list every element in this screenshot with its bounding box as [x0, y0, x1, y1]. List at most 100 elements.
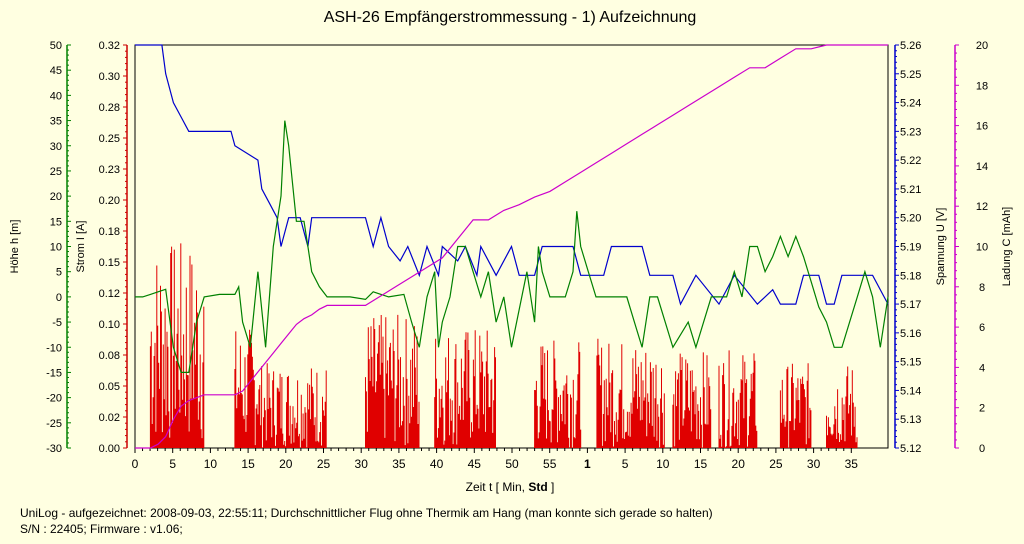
x-tick-label: 1 [584, 457, 591, 471]
spannung-tick-label: 5.21 [900, 184, 921, 196]
x-tick-label: 25 [769, 457, 783, 471]
ladung-tick-label: 0 [979, 443, 985, 455]
ladung-tick-label: 20 [976, 40, 988, 52]
spannung-tick-label: 5.14 [900, 385, 921, 397]
spannung-tick-label: 5.19 [900, 242, 921, 254]
hoehe-tick-label: 30 [50, 141, 62, 153]
hoehe-series-line [135, 120, 889, 373]
spannung-axis-label: Spannung U [V] [935, 208, 947, 286]
x-tick-label: 50 [505, 457, 519, 471]
hoehe-tick-label: -15 [46, 367, 62, 379]
strom-axis-label: Strom I [A] [75, 221, 87, 273]
strom-tick-label: 0.32 [99, 40, 120, 52]
x-tick-label: 5 [169, 457, 176, 471]
ladung-axis-label: Ladung C [mAh] [1001, 207, 1013, 287]
ladung-tick-label: 10 [976, 242, 988, 254]
x-tick-label: 30 [807, 457, 821, 471]
current-burst [365, 314, 420, 448]
ladung-tick-label: 4 [979, 362, 985, 374]
footer-recording-info: UniLog - aufgezeichnet: 2008-09-03, 22:5… [20, 506, 713, 520]
x-tick-label: 45 [468, 457, 482, 471]
strom-tick-label: 0.23 [99, 164, 120, 176]
hoehe-tick-label: -20 [46, 393, 62, 405]
spannung-tick-label: 5.25 [900, 69, 921, 81]
hoehe-tick-label: 5 [56, 267, 62, 279]
x-tick-label: 20 [732, 457, 746, 471]
spannung-tick-label: 5.12 [900, 443, 921, 455]
hoehe-tick-label: -5 [52, 317, 62, 329]
x-tick-label: 0 [132, 457, 139, 471]
current-burst [234, 329, 259, 448]
current-burst [534, 340, 582, 448]
current-burst [595, 338, 665, 448]
x-tick-label: 20 [279, 457, 293, 471]
spannung-tick-label: 5.26 [900, 40, 921, 52]
spannung-tick-label: 5.23 [900, 126, 921, 138]
hoehe-tick-label: 25 [50, 166, 62, 178]
x-tick-label: 10 [656, 457, 670, 471]
x-tick-label: 15 [241, 457, 255, 471]
ladung-tick-label: 14 [976, 161, 988, 173]
strom-tick-label: 0.10 [99, 319, 120, 331]
x-tick-label: 35 [845, 457, 859, 471]
hoehe-axis-label: Höhe h [m] [9, 220, 21, 274]
hoehe-tick-label: -10 [46, 342, 62, 354]
x-tick-label: 30 [355, 457, 369, 471]
ladung-tick-label: 18 [976, 80, 988, 92]
strom-tick-label: 0.02 [99, 412, 120, 424]
current-burst [779, 363, 812, 448]
hoehe-tick-label: 45 [50, 65, 62, 77]
ladung-series-line [135, 44, 888, 449]
spannung-tick-label: 5.24 [900, 98, 921, 110]
x-tick-label: 40 [430, 457, 444, 471]
hoehe-tick-label: 50 [50, 40, 62, 52]
hoehe-tick-label: 10 [50, 242, 62, 254]
ladung-tick-label: 16 [976, 121, 988, 133]
spannung-tick-label: 5.13 [900, 414, 921, 426]
chart-title: ASH-26 Empfängerstrommessung - 1) Aufzei… [324, 9, 697, 26]
strom-tick-label: 0.12 [99, 288, 120, 300]
hoehe-tick-label: 0 [56, 292, 62, 304]
hoehe-tick-label: -25 [46, 418, 62, 430]
current-burst [434, 330, 496, 448]
ladung-tick-label: 6 [979, 322, 985, 334]
hoehe-tick-label: 15 [50, 216, 62, 228]
strom-tick-label: 0.20 [99, 195, 120, 207]
ladung-tick-label: 2 [979, 403, 985, 415]
strom-tick-label: 0.05 [99, 381, 120, 393]
strom-tick-label: 0.00 [99, 443, 120, 455]
ladung-tick-label: 8 [979, 282, 985, 294]
current-burst [672, 352, 712, 448]
x-tick-label: 10 [204, 457, 218, 471]
spannung-tick-label: 5.20 [900, 213, 921, 225]
current-burst [257, 363, 327, 448]
strom-tick-label: 0.08 [99, 350, 120, 362]
footer-serial-firmware: S/N : 22405; Firmware : v1.06; [20, 522, 183, 536]
x-axis-label: Zeit t [ Min, Std ] [466, 480, 555, 494]
x-tick-label: 15 [694, 457, 708, 471]
strom-tick-label: 0.18 [99, 226, 120, 238]
x-tick-label: 35 [392, 457, 406, 471]
spannung-tick-label: 5.18 [900, 270, 921, 282]
spannung-tick-label: 5.16 [900, 328, 921, 340]
strom-tick-label: 0.30 [99, 71, 120, 83]
series [135, 44, 889, 449]
hoehe-tick-label: 35 [50, 116, 62, 128]
strom-tick-label: 0.25 [99, 133, 120, 145]
current-burst [826, 366, 858, 448]
x-tick-label: 55 [543, 457, 557, 471]
hoehe-tick-label: 40 [50, 90, 62, 102]
ladung-tick-label: 12 [976, 201, 988, 213]
x-tick-label: 25 [317, 457, 331, 471]
spannung-tick-label: 5.17 [900, 299, 921, 311]
spannung-series-line [135, 44, 889, 306]
spannung-tick-label: 5.22 [900, 155, 921, 167]
x-tick-label: 5 [622, 457, 629, 471]
strom-tick-label: 0.28 [99, 102, 120, 114]
hoehe-tick-label: 20 [50, 191, 62, 203]
spannung-tick-label: 5.15 [900, 357, 921, 369]
hoehe-tick-label: -30 [46, 443, 62, 455]
strom-tick-label: 0.15 [99, 257, 120, 269]
current-burst [718, 350, 758, 448]
